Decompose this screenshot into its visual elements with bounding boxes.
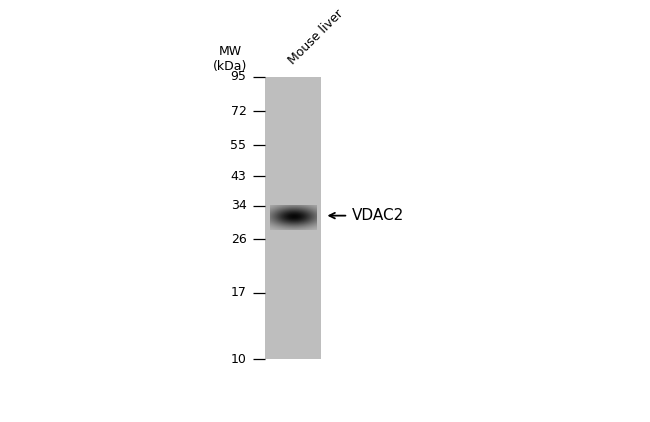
Text: VDAC2: VDAC2 (352, 208, 404, 223)
Text: 10: 10 (231, 353, 246, 366)
Text: 95: 95 (231, 70, 246, 83)
Text: 17: 17 (231, 286, 246, 299)
Text: Mouse liver: Mouse liver (286, 7, 346, 67)
Text: 26: 26 (231, 233, 246, 246)
Text: MW
(kDa): MW (kDa) (213, 46, 247, 73)
Text: 55: 55 (231, 139, 246, 152)
Text: 43: 43 (231, 170, 246, 183)
Text: 72: 72 (231, 105, 246, 118)
Text: 34: 34 (231, 199, 246, 212)
